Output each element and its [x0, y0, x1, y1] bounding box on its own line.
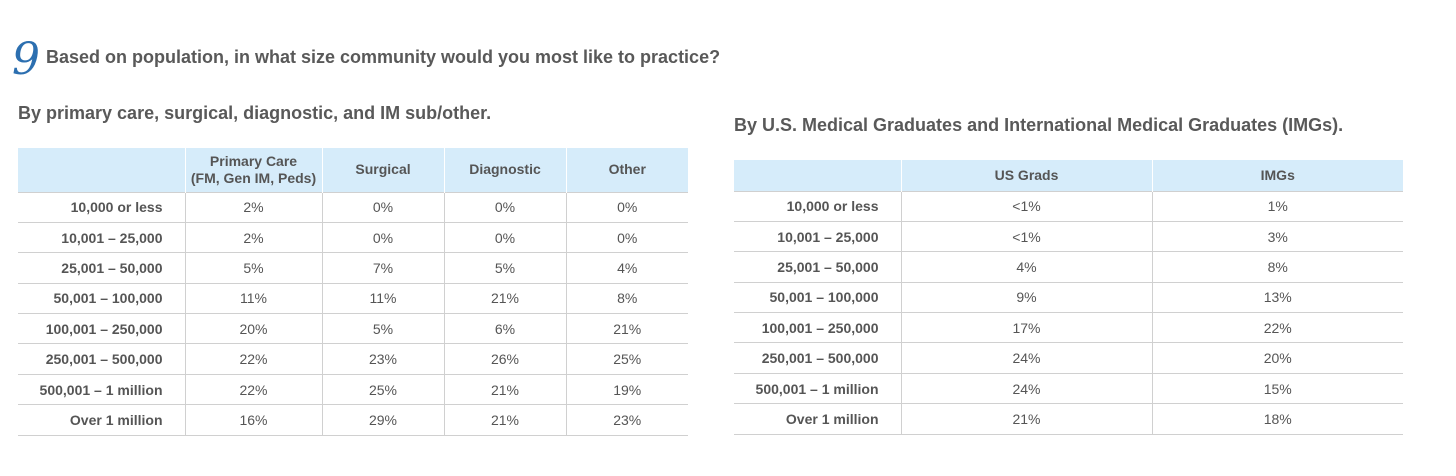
row-label: 50,001 – 100,000: [734, 281, 901, 313]
table-row: 50,001 – 100,000 9% 13%: [734, 281, 1403, 313]
table-row: 100,001 – 250,000 17% 22%: [734, 312, 1403, 343]
table-row: 50,001 – 100,000 11% 11% 21% 8%: [18, 282, 688, 314]
table-cell: 3%: [1151, 220, 1403, 252]
table-cell: 4%: [565, 252, 688, 284]
table-row: 500,001 – 1 million 24% 15%: [734, 372, 1403, 404]
table-row: 10,001 – 25,000 <1% 3%: [734, 220, 1403, 252]
column-header: IMGs: [1151, 160, 1403, 191]
table-cell: 22%: [184, 343, 322, 375]
table-row: 100,001 – 250,000 20% 5% 6% 21%: [18, 313, 688, 344]
question-text: Based on population, in what size commun…: [46, 47, 721, 67]
table-cell: 5%: [184, 252, 322, 284]
table-cell: 7%: [321, 252, 444, 284]
table-row: 250,001 – 500,000 24% 20%: [734, 342, 1403, 374]
table-cell: 0%: [321, 191, 444, 223]
table-row: 10,000 or less 2% 0% 0% 0%: [18, 191, 688, 223]
table-cell: 23%: [321, 343, 444, 375]
table-cell: 21%: [443, 373, 566, 405]
table-row: Over 1 million 16% 29% 21% 23%: [18, 404, 688, 436]
table-cell: <1%: [900, 190, 1152, 222]
header-corner: [734, 160, 901, 191]
table-cell: 21%: [565, 313, 688, 344]
table-cell: 2%: [184, 221, 322, 253]
table-cell: 0%: [565, 221, 688, 253]
column-header: US Grads: [900, 160, 1152, 191]
table-cell: 11%: [321, 282, 444, 314]
row-label: 25,001 – 50,000: [18, 252, 185, 284]
row-label: 250,001 – 500,000: [18, 343, 185, 375]
table-cell: 20%: [1151, 342, 1403, 374]
question-number: 9: [12, 34, 40, 85]
column-header: Surgical: [321, 148, 444, 192]
table-cell: 8%: [565, 282, 688, 314]
right-table-subtitle: By U.S. Medical Graduates and Internatio…: [734, 115, 1344, 135]
table-cell: 0%: [321, 221, 444, 253]
header-corner: [18, 148, 185, 192]
table-cell: 21%: [443, 404, 566, 436]
row-label: 10,001 – 25,000: [18, 221, 185, 253]
table-cell: 24%: [900, 342, 1152, 374]
table-row: 500,001 – 1 million 22% 25% 21% 19%: [18, 373, 688, 405]
table-row: 250,001 – 500,000 22% 23% 26% 25%: [18, 343, 688, 375]
table-cell: 16%: [184, 404, 322, 436]
table-cell: 8%: [1151, 251, 1403, 283]
table-cell: 17%: [900, 312, 1152, 343]
row-label: Over 1 million: [18, 404, 185, 436]
column-header: Diagnostic: [443, 148, 566, 192]
table-cell: 5%: [321, 313, 444, 344]
table-cell: 29%: [321, 404, 444, 436]
table-cell: 2%: [184, 191, 322, 223]
table-cell: 4%: [900, 251, 1152, 283]
table-cell: 23%: [565, 404, 688, 436]
table-header-row: US Grads IMGs: [734, 160, 1403, 191]
table-cell: 9%: [900, 281, 1152, 313]
table-cell: 0%: [443, 221, 566, 253]
table-cell: 6%: [443, 313, 566, 344]
table-cell: 21%: [443, 282, 566, 314]
row-label: 10,000 or less: [18, 191, 185, 223]
table-cell: 26%: [443, 343, 566, 375]
table-cell: 21%: [900, 403, 1152, 435]
column-header: Primary Care (FM, Gen IM, Peds): [184, 148, 322, 192]
table-cell: 19%: [565, 373, 688, 405]
table-cell: 11%: [184, 282, 322, 314]
table-cell: 20%: [184, 313, 322, 344]
table-cell: 22%: [1151, 312, 1403, 343]
column-header: Other: [565, 148, 688, 192]
table-row: 10,001 – 25,000 2% 0% 0% 0%: [18, 221, 688, 253]
row-label: 250,001 – 500,000: [734, 342, 901, 374]
table-cell: 22%: [184, 373, 322, 405]
graduate-table: US Grads IMGs 10,000 or less <1% 1% 10,001 –…: [734, 160, 1403, 435]
table-cell: 0%: [443, 191, 566, 223]
left-table-subtitle: By primary care, surgical, diagnostic, a…: [18, 103, 492, 123]
row-label: 50,001 – 100,000: [18, 282, 185, 314]
table-header-row: Primary Care (FM, Gen IM, Peds) Surgical D…: [18, 148, 688, 192]
table-cell: 25%: [565, 343, 688, 375]
table-cell: 25%: [321, 373, 444, 405]
row-label: Over 1 million: [734, 403, 901, 435]
table-cell: 18%: [1151, 403, 1403, 435]
row-label: 10,001 – 25,000: [734, 220, 901, 252]
table-cell: 1%: [1151, 190, 1403, 222]
table-cell: 24%: [900, 372, 1152, 404]
row-label: 25,001 – 50,000: [734, 251, 901, 283]
table-row: 10,000 or less <1% 1%: [734, 190, 1403, 222]
table-cell: 5%: [443, 252, 566, 284]
table-row: Over 1 million 21% 18%: [734, 403, 1403, 435]
row-label: 500,001 – 1 million: [18, 373, 185, 405]
row-label: 100,001 – 250,000: [734, 312, 901, 343]
row-label: 100,001 – 250,000: [18, 313, 185, 344]
table-row: 25,001 – 50,000 5% 7% 5% 4%: [18, 252, 688, 284]
row-label: 10,000 or less: [734, 190, 901, 222]
row-label: 500,001 – 1 million: [734, 372, 901, 404]
table-cell: <1%: [900, 220, 1152, 252]
table-cell: 0%: [565, 191, 688, 223]
table-row: 25,001 – 50,000 4% 8%: [734, 251, 1403, 283]
table-cell: 15%: [1151, 372, 1403, 404]
specialty-table: Primary Care (FM, Gen IM, Peds) Surgical D…: [18, 148, 688, 436]
table-cell: 13%: [1151, 281, 1403, 313]
